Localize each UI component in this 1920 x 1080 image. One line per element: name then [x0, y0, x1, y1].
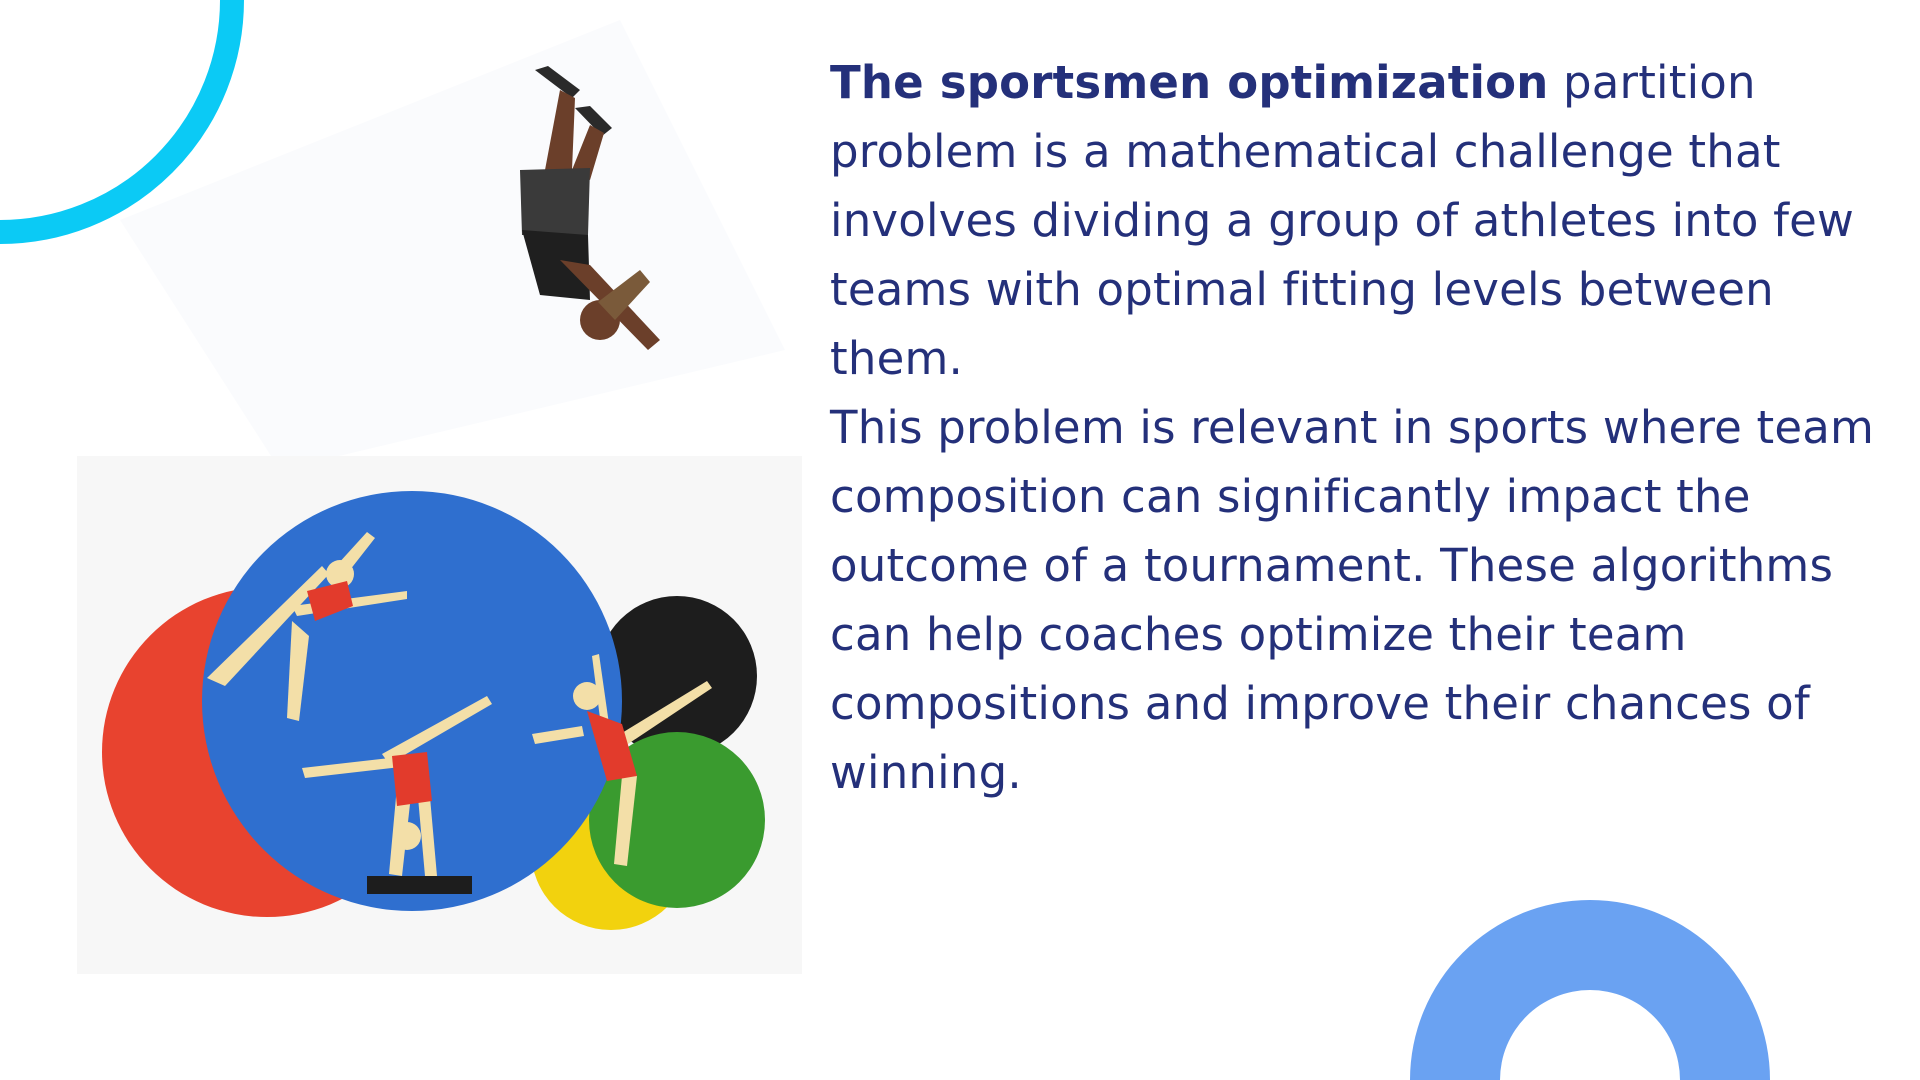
- diver-figure: [520, 66, 660, 350]
- paragraph-intro: The sportsmen optimization partition pro…: [830, 48, 1905, 393]
- diver-hair: [598, 270, 650, 320]
- diver-photo: [120, 20, 785, 470]
- diver-leg-left: [545, 90, 575, 170]
- diver-torso: [522, 230, 590, 300]
- diver-photo-background: [120, 20, 785, 470]
- diver-shorts: [520, 168, 590, 235]
- paper-gymnast-arms-up: [532, 654, 712, 866]
- paragraph-relevance: This problem is relevant in sports where…: [830, 401, 1875, 799]
- paper-black-circle: [597, 596, 757, 756]
- bold-lead: The sportsmen optimization: [830, 56, 1549, 109]
- diver-shoe-right: [575, 106, 612, 136]
- paper-gymnast-handstand: [302, 696, 492, 894]
- diver-shoe-left: [535, 66, 580, 98]
- diver-leg-right: [572, 125, 604, 180]
- blue-semicircle-icon: [1410, 900, 1770, 1080]
- paper-gymnast-leaping: [207, 532, 407, 721]
- body-text: The sportsmen optimization partition pro…: [830, 48, 1905, 807]
- intro-rest: partition problem is a mathematical chal…: [830, 56, 1855, 385]
- paper-gymnastics-photo: [77, 456, 802, 974]
